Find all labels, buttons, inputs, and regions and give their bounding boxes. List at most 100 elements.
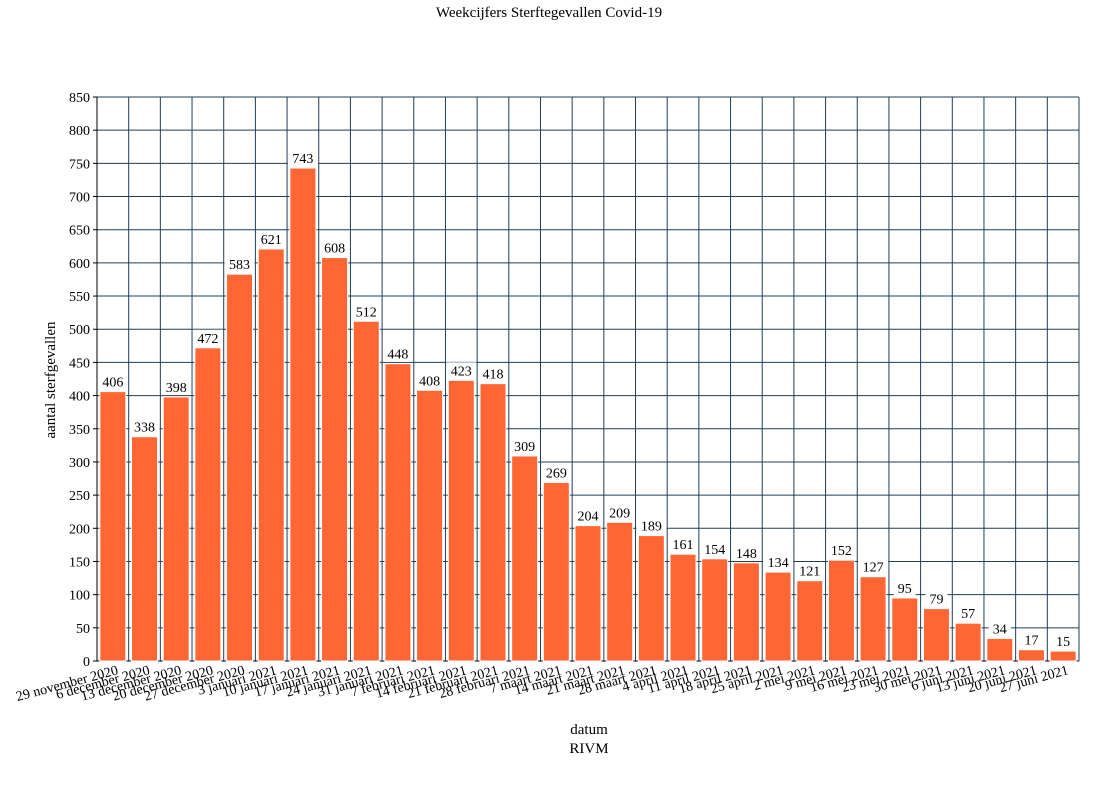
bar: [321, 257, 349, 662]
data-label: 512: [356, 305, 377, 320]
data-label: 406: [102, 376, 123, 391]
y-tick-label: 400: [69, 390, 90, 405]
data-label-bg: [256, 230, 287, 247]
bar: [511, 455, 539, 662]
bar: [542, 482, 570, 662]
bar: [1017, 649, 1045, 662]
y-tick-label: 650: [69, 224, 90, 239]
y-tick-labels: 0 50 100 150 200 250 300 350 400 450 500 550 600 650 7…: [69, 91, 90, 670]
data-label-bg: [988, 620, 1011, 637]
data-label-bg: [1052, 633, 1075, 650]
data-label-bg: [826, 542, 857, 559]
bar: [257, 248, 285, 662]
data-label-bg: [957, 605, 980, 622]
bars: [99, 167, 1077, 662]
data-label-bg: [925, 590, 948, 607]
y-tick-label: 0: [83, 655, 90, 670]
y-tick-label: 450: [69, 356, 90, 371]
grid: [93, 96, 1080, 662]
y-tick-label: 150: [69, 555, 90, 570]
y-tick-label: 550: [69, 290, 90, 305]
data-label-bg: [287, 149, 318, 166]
data-label: 418: [482, 368, 503, 383]
data-label: 148: [736, 547, 757, 562]
data-label: 309: [514, 440, 535, 455]
data-label-bg: [161, 378, 192, 395]
y-tick-label: 850: [69, 91, 90, 106]
data-label: 472: [197, 332, 218, 347]
bar: [796, 580, 824, 662]
data-label-bg: [446, 362, 477, 379]
data-label-bg: [319, 239, 350, 256]
bar: [447, 379, 475, 662]
y-tick-label: 700: [69, 191, 90, 206]
bar: [701, 558, 729, 662]
data-label-bg: [1020, 631, 1043, 648]
data-labels: 406 338 398 472 583 621 743 608 512 448 408 423 418 3…: [97, 149, 1075, 650]
bar: [986, 637, 1014, 662]
bar: [574, 525, 602, 662]
data-label: 79: [929, 593, 943, 608]
data-label: 161: [673, 538, 694, 553]
y-tick-label: 250: [69, 489, 90, 504]
bar: [479, 383, 507, 662]
y-tick-label: 800: [69, 124, 90, 139]
data-label: 423: [451, 364, 472, 379]
data-label-bg: [893, 579, 916, 596]
y-tick-label: 300: [69, 456, 90, 471]
data-label: 34: [993, 622, 1007, 637]
data-label-bg: [477, 365, 508, 382]
y-tick-label: 500: [69, 323, 90, 338]
bar: [384, 363, 412, 662]
data-label: 127: [863, 561, 884, 576]
data-label-bg: [699, 540, 730, 557]
source-label: RIVM: [569, 741, 608, 757]
bar: [1049, 650, 1077, 662]
data-label: 152: [831, 544, 852, 559]
data-label-bg: [129, 418, 160, 435]
data-label: 154: [704, 543, 725, 558]
data-label: 398: [166, 381, 187, 396]
bar: [922, 608, 950, 662]
bar: [352, 320, 380, 662]
y-tick-label: 200: [69, 522, 90, 537]
y-tick-label: 100: [69, 589, 90, 604]
bar: [637, 535, 665, 662]
data-label: 204: [578, 510, 599, 525]
bar: [732, 562, 760, 662]
data-label: 189: [641, 520, 662, 535]
data-label-bg: [573, 507, 603, 524]
data-label-bg: [224, 256, 255, 273]
data-label-bg: [192, 329, 223, 346]
bar: [827, 559, 855, 662]
data-label: 608: [324, 242, 345, 257]
data-label: 121: [799, 565, 820, 580]
data-label-bg: [604, 504, 635, 521]
chart-title: Weekcijfers Sterftegevallen Covid-19: [436, 5, 662, 21]
x-axis-label: datum: [570, 722, 608, 738]
bar: [162, 396, 190, 662]
data-label: 743: [292, 152, 313, 167]
y-tick-label: 350: [69, 423, 90, 438]
y-tick-label: 50: [76, 622, 90, 637]
data-label-bg: [541, 464, 572, 481]
data-label: 17: [1024, 634, 1038, 649]
data-label: 15: [1056, 635, 1070, 650]
data-label: 621: [261, 233, 282, 248]
data-label: 408: [419, 374, 440, 389]
bar: [194, 347, 222, 662]
bar: [131, 436, 159, 662]
data-label-bg: [509, 437, 540, 454]
data-label: 209: [609, 506, 630, 521]
bar: [764, 571, 792, 662]
bar: [416, 389, 444, 662]
data-label-bg: [636, 517, 667, 534]
bar: [669, 553, 697, 662]
bar: [891, 597, 919, 662]
data-label: 338: [134, 421, 155, 436]
data-label-bg: [382, 345, 413, 362]
bar: [859, 576, 887, 662]
data-label-bg: [731, 544, 762, 561]
